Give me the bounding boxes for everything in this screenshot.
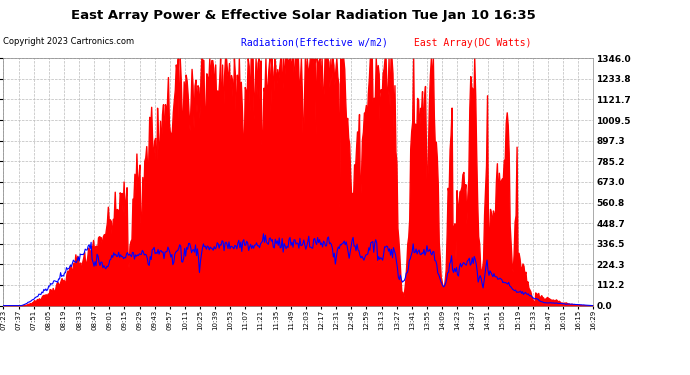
Text: Radiation(Effective w/m2): Radiation(Effective w/m2) xyxy=(241,38,388,48)
Text: Copyright 2023 Cartronics.com: Copyright 2023 Cartronics.com xyxy=(3,38,135,46)
Text: East Array(DC Watts): East Array(DC Watts) xyxy=(414,38,531,48)
Text: East Array Power & Effective Solar Radiation Tue Jan 10 16:35: East Array Power & Effective Solar Radia… xyxy=(71,9,536,22)
